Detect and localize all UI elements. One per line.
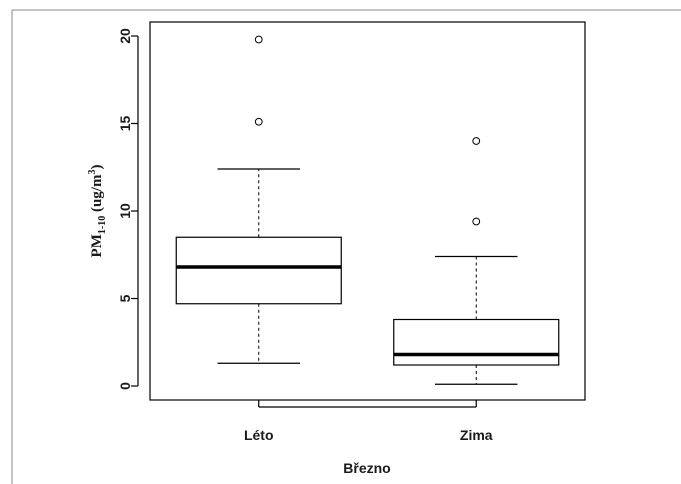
y-axis-label-subscript: 1-10 [97, 216, 108, 234]
outlier-point [254, 117, 263, 126]
outlier-point [254, 35, 263, 44]
y-tick-label: 20 [117, 28, 133, 44]
box-iqr [393, 318, 560, 366]
y-axis-label: PM1-10 (ug/m3) [87, 165, 108, 258]
y-axis: 0 5 10 15 20 [117, 28, 139, 390]
boxplot-chart: 0 5 10 15 20 Léto Zima Březno PM1-10 (ug/m3) [87, 21, 586, 476]
box-léto [175, 35, 342, 364]
outlier-point [472, 137, 481, 145]
y-axis-label-main: PM [89, 234, 105, 257]
y-tick-label: 0 [117, 382, 133, 390]
outlier-point [472, 217, 481, 226]
y-axis-label-close: ) [89, 165, 105, 170]
x-axis-label: Březno [343, 460, 390, 476]
x-axis: Léto Zima [244, 400, 493, 443]
y-tick-label: 5 [117, 294, 133, 302]
x-tick-label: Léto [244, 427, 274, 443]
x-tick-label: Zima [460, 427, 493, 443]
y-axis-label-superscript: 3 [87, 170, 98, 175]
y-axis-label-unit: (ug/m [89, 174, 105, 216]
box-iqr [175, 236, 342, 305]
box-zima [393, 137, 560, 385]
boxes [175, 35, 560, 385]
y-tick-label: 10 [117, 203, 133, 219]
y-tick-label: 15 [117, 116, 133, 132]
plot-area [149, 21, 586, 401]
